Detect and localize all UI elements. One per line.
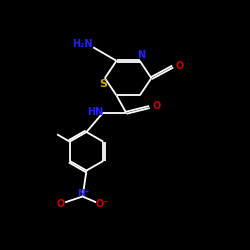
- Text: S: S: [99, 79, 107, 89]
- Text: H₂N: H₂N: [72, 40, 93, 50]
- Text: O⁻: O⁻: [95, 199, 109, 209]
- Text: O: O: [56, 199, 64, 209]
- Text: N⁺: N⁺: [78, 188, 90, 198]
- Text: HN: HN: [87, 108, 103, 118]
- Text: O: O: [175, 60, 184, 70]
- Text: N: N: [138, 50, 146, 60]
- Text: O: O: [152, 101, 160, 111]
